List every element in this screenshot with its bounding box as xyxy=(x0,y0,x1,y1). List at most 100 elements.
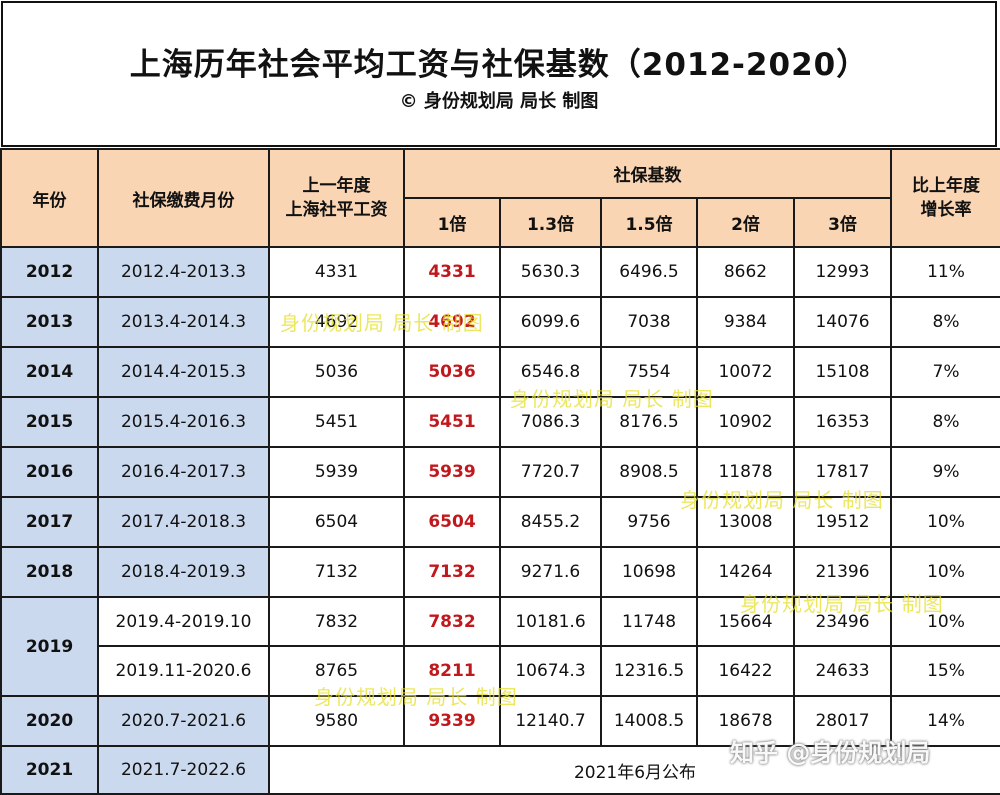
header-growth-line2: 增长率 xyxy=(920,200,972,220)
header-base-group: 社保基数 xyxy=(403,148,892,199)
table-row: 2021 2021.7-2022.6 2021年6月公布 xyxy=(0,745,1000,795)
base-2x-cell: 10902 xyxy=(696,396,795,448)
header-multiplier-2x: 2倍 xyxy=(696,197,795,248)
base-1x-cell: 6504 xyxy=(403,496,501,548)
year-cell: 2014 xyxy=(0,346,99,398)
prev-wage-cell: 4692 xyxy=(268,296,405,348)
base-1-5x-cell: 10698 xyxy=(600,546,698,598)
prev-wage-cell: 7132 xyxy=(268,546,405,598)
header-multiplier-1-3x: 1.3倍 xyxy=(499,197,602,248)
base-1-5x-cell: 14008.5 xyxy=(600,695,698,747)
base-2x-cell: 16422 xyxy=(696,645,795,697)
base-3x-cell: 14076 xyxy=(793,296,892,348)
base-3x-cell: 21396 xyxy=(793,546,892,598)
base-1x-cell: 5939 xyxy=(403,446,501,498)
prev-wage-cell: 4331 xyxy=(268,246,405,298)
base-3x-cell: 15108 xyxy=(793,346,892,398)
base-1-5x-cell: 9756 xyxy=(600,496,698,548)
base-2x-cell: 13008 xyxy=(696,496,795,548)
year-cell: 2016 xyxy=(0,446,99,498)
base-1x-cell: 7132 xyxy=(403,546,501,598)
base-1x-cell: 7832 xyxy=(403,596,501,647)
base-1-3x-cell: 5630.3 xyxy=(499,246,602,298)
table-row: 2012 2012.4-2013.3 4331 4331 5630.3 6496… xyxy=(0,246,1000,298)
table-row: 2016 2016.4-2017.3 5939 5939 7720.7 8908… xyxy=(0,446,1000,498)
prev-wage-cell: 5451 xyxy=(268,396,405,448)
base-2x-cell: 9384 xyxy=(696,296,795,348)
header-prev-wage-line2: 上海社平工资 xyxy=(285,200,388,220)
table-row: 2017 2017.4-2018.3 6504 6504 8455.2 9756… xyxy=(0,496,1000,548)
base-3x-cell: 23496 xyxy=(793,596,892,647)
growth-cell: 8% xyxy=(890,396,1000,448)
year-cell: 2020 xyxy=(0,695,99,747)
base-3x-cell: 16353 xyxy=(793,396,892,448)
prev-wage-cell: 7832 xyxy=(268,596,405,647)
growth-cell: 14% xyxy=(890,695,1000,747)
growth-cell: 11% xyxy=(890,246,1000,298)
period-cell: 2018.4-2019.3 xyxy=(97,546,270,598)
base-1x-cell: 4331 xyxy=(403,246,501,298)
table-row: 2014 2014.4-2015.3 5036 5036 6546.8 7554… xyxy=(0,346,1000,398)
base-1x-cell: 5451 xyxy=(403,396,501,448)
growth-cell: 9% xyxy=(890,446,1000,498)
base-1-3x-cell: 6546.8 xyxy=(499,346,602,398)
base-2x-cell: 11878 xyxy=(696,446,795,498)
base-1-5x-cell: 8176.5 xyxy=(600,396,698,448)
base-3x-cell: 12993 xyxy=(793,246,892,298)
base-2x-cell: 8662 xyxy=(696,246,795,298)
prev-wage-cell: 5036 xyxy=(268,346,405,398)
growth-cell: 10% xyxy=(890,496,1000,548)
base-1-3x-cell: 7720.7 xyxy=(499,446,602,498)
year-cell: 2013 xyxy=(0,296,99,348)
header-multiplier-3x: 3倍 xyxy=(793,197,892,248)
table-row: 2019 2019.4-2019.10 7832 7832 10181.6 11… xyxy=(0,596,1000,697)
base-2x-cell: 18678 xyxy=(696,695,795,747)
page-title: 上海历年社会平均工资与社保基数（2012-2020） xyxy=(129,47,869,83)
header-growth-line1: 比上年度 xyxy=(912,176,980,196)
table-row: 2020 2020.7-2021.6 9580 9339 12140.7 140… xyxy=(0,695,1000,747)
period-cell: 2013.4-2014.3 xyxy=(97,296,270,348)
base-1x-cell: 5036 xyxy=(403,346,501,398)
header-months: 社保缴费月份 xyxy=(97,148,270,248)
period-cell: 2021.7-2022.6 xyxy=(97,745,270,795)
year-cell: 2018 xyxy=(0,546,99,598)
base-1-3x-cell: 7086.3 xyxy=(499,396,602,448)
header-growth: 比上年度 增长率 xyxy=(890,148,1000,248)
prev-wage-cell: 8765 xyxy=(268,645,405,697)
title-box: 上海历年社会平均工资与社保基数（2012-2020） © 身份规划局 局长 制图 xyxy=(1,1,997,147)
base-1x-cell: 8211 xyxy=(403,645,501,697)
header-year: 年份 xyxy=(0,148,99,248)
growth-cell: 10% xyxy=(890,546,1000,598)
year-cell: 2021 xyxy=(0,745,99,795)
period-cell: 2019.11-2020.6 xyxy=(97,645,270,697)
zhihu-source-mark: 知乎 @身份规划局 xyxy=(730,739,931,767)
base-3x-cell: 19512 xyxy=(793,496,892,548)
period-cell: 2020.7-2021.6 xyxy=(97,695,270,747)
growth-cell: 15% xyxy=(890,645,1000,697)
table-row: 2015 2015.4-2016.3 5451 5451 7086.3 8176… xyxy=(0,396,1000,448)
base-1x-cell: 9339 xyxy=(403,695,501,747)
prev-wage-cell: 9580 xyxy=(268,695,405,747)
base-1-3x-cell: 10181.6 xyxy=(499,596,602,647)
base-1-3x-cell: 8455.2 xyxy=(499,496,602,548)
period-cell: 2019.4-2019.10 xyxy=(97,596,270,647)
prev-wage-cell: 6504 xyxy=(268,496,405,548)
social-security-table: 年份 社保缴费月份 上一年度 上海社平工资 社保基数 比上年度 增长率 1倍 1… xyxy=(0,148,1000,795)
table-row: 2013 2013.4-2014.3 4692 4692 6099.6 7038… xyxy=(0,296,1000,348)
growth-cell: 10% xyxy=(890,596,1000,647)
base-1-3x-cell: 9271.6 xyxy=(499,546,602,598)
period-cell: 2016.4-2017.3 xyxy=(97,446,270,498)
table-row: 2018 2018.4-2019.3 7132 7132 9271.6 1069… xyxy=(0,546,1000,598)
base-3x-cell: 28017 xyxy=(793,695,892,747)
growth-cell: 8% xyxy=(890,296,1000,348)
page-subtitle: © 身份规划局 局长 制图 xyxy=(399,91,599,112)
header-multiplier-1x: 1倍 xyxy=(403,197,501,248)
year-cell: 2012 xyxy=(0,246,99,298)
base-1x-cell: 4692 xyxy=(403,296,501,348)
base-2x-cell: 10072 xyxy=(696,346,795,398)
growth-cell: 7% xyxy=(890,346,1000,398)
year-cell: 2019 xyxy=(0,596,99,697)
base-1-5x-cell: 12316.5 xyxy=(600,645,698,697)
base-2x-cell: 15664 xyxy=(696,596,795,647)
base-2x-cell: 14264 xyxy=(696,546,795,598)
